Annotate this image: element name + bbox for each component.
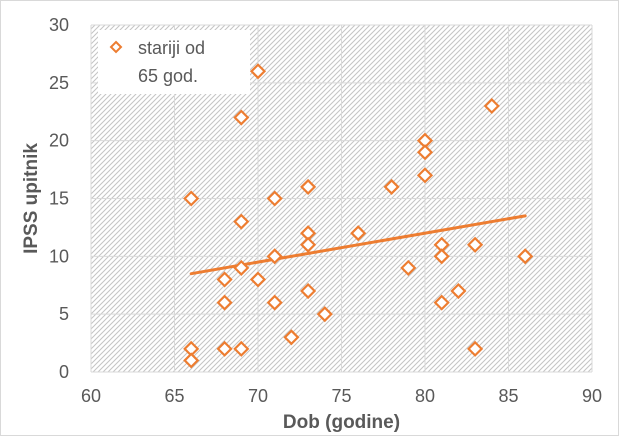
data-point [483,97,500,115]
data-point [400,259,417,276]
trendline [189,214,527,276]
y-axis-ticks: 0 5 10 15 20 25 30 [49,15,69,382]
data-point [300,282,317,300]
data-point [216,271,233,288]
data-point [233,340,250,357]
data-point [433,294,450,311]
y-tick-label: 5 [59,304,69,324]
data-point [383,178,400,195]
data-point [416,167,434,184]
y-tick-label: 25 [49,73,69,93]
y-axis-label: IPSS upitnik [21,143,42,254]
legend-marker [109,40,123,54]
gridlines [90,24,593,373]
data-point [517,248,534,265]
data-points [183,63,534,369]
data-point [249,63,267,80]
y-tick-label: 10 [49,246,69,266]
data-point [300,236,317,253]
data-point [233,259,250,276]
data-point [233,109,250,126]
x-tick-label: 80 [415,386,435,406]
x-tick-label: 85 [498,386,518,406]
data-point [266,190,283,207]
data-point [283,329,300,346]
data-point [467,340,484,357]
y-tick-label: 20 [49,131,69,151]
data-point [266,294,283,311]
data-point [300,178,317,195]
y-tick-label: 30 [49,15,69,35]
x-axis-label: Dob (godine) [283,412,400,433]
x-tick-label: 60 [81,386,101,406]
y-tick-label: 0 [59,362,69,382]
data-point [416,144,434,161]
data-point [467,236,484,253]
data-point [266,248,283,265]
x-tick-label: 90 [582,386,602,406]
y-tick-label: 15 [49,189,69,209]
data-point [350,225,367,242]
legend-box [98,30,250,94]
x-tick-label: 75 [331,386,351,406]
data-point [433,248,450,265]
data-point [233,213,250,230]
legend-label-line-2: 65 god. [138,66,198,86]
x-axis-ticks: 60 65 70 75 80 85 90 [81,386,602,406]
legend-label-line-1: stariji od [138,38,205,58]
data-point [249,271,267,288]
data-point [216,294,233,311]
data-point [316,306,333,323]
data-point [183,352,200,369]
legend: stariji od 65 god. [98,30,250,94]
x-tick-label: 70 [248,386,268,406]
data-point [450,282,467,300]
data-point [216,340,233,357]
x-tick-label: 65 [164,386,184,406]
data-point [183,190,200,207]
